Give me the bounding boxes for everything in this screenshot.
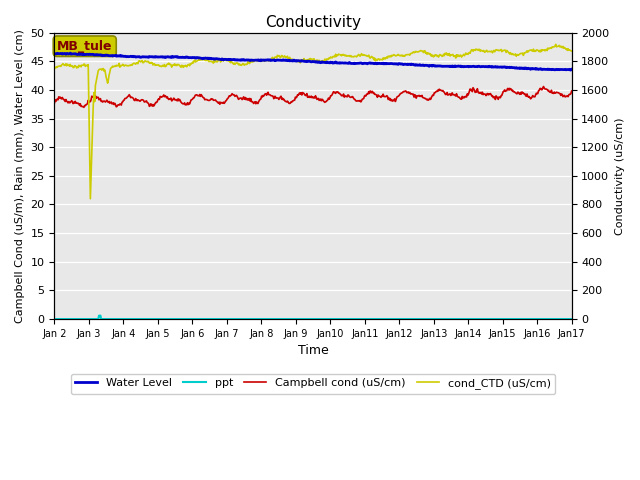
Y-axis label: Conductivity (uS/cm): Conductivity (uS/cm) [615, 117, 625, 235]
Legend: Water Level, ppt, Campbell cond (uS/cm), cond_CTD (uS/cm): Water Level, ppt, Campbell cond (uS/cm),… [71, 374, 556, 394]
Y-axis label: Campbell Cond (uS/m), Rain (mm), Water Level (cm): Campbell Cond (uS/m), Rain (mm), Water L… [15, 29, 25, 323]
X-axis label: Time: Time [298, 344, 328, 357]
Title: Conductivity: Conductivity [265, 15, 361, 30]
Text: MB_tule: MB_tule [57, 40, 113, 53]
